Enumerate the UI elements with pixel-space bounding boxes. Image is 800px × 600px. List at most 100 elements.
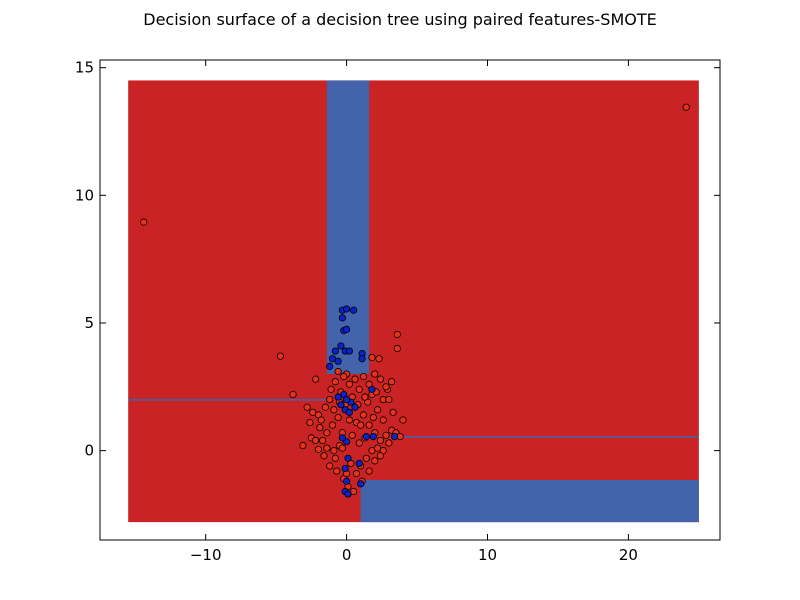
data-point-class-0 [355,439,363,447]
decision-region-class-1 [395,436,699,438]
data-point-class-0 [323,444,331,452]
data-point-class-1 [351,403,359,411]
data-point-class-0 [326,462,334,470]
data-point-class-0 [352,470,361,478]
data-point-class-0 [376,375,385,383]
chart-title: Decision surface of a decision tree usin… [143,10,657,29]
data-point-class-0 [351,375,359,383]
plot-frame [99,59,721,541]
data-point-class-0 [340,372,348,381]
data-point-class-0 [276,352,284,360]
data-point-class-0 [393,344,401,353]
data-point-class-1 [369,432,377,441]
data-point-class-1 [334,393,342,401]
data-point-class-0 [331,378,339,386]
data-point-class-0 [327,385,335,393]
data-point-class-0 [379,416,387,424]
data-point-class-0 [357,421,365,429]
data-point-class-0 [303,403,311,411]
data-point-class-1 [341,464,349,473]
data-point-class-0 [373,406,382,414]
data-point-class-0 [385,439,393,447]
y-tick-label: 15 [75,59,94,77]
x-tick-label: 0 [342,546,352,564]
data-point-class-1 [342,305,351,313]
data-point-class-0 [376,452,385,460]
x-tick-label: −10 [190,546,222,564]
data-point-class-1 [350,306,358,314]
decision-region-class-1 [326,80,370,375]
data-point-class-0 [334,367,342,376]
data-point-class-1 [344,490,352,498]
data-point-class-1 [337,401,345,409]
data-point-class-1 [355,459,363,468]
x-tick-label: 10 [478,546,497,564]
data-point-class-0 [338,444,346,452]
data-point-class-0 [355,385,363,393]
data-point-class-0 [393,330,401,339]
data-point-class-1 [368,385,376,393]
data-point-class-0 [682,103,690,111]
y-tick-label: 0 [84,442,94,460]
data-point-class-0 [348,431,356,439]
data-point-class-0 [371,457,379,465]
data-point-class-0 [399,416,407,424]
data-point-class-0 [331,454,339,462]
data-point-class-1 [331,347,339,355]
data-point-class-0 [314,445,323,453]
data-point-class-0 [388,378,396,386]
data-point-class-0 [326,395,334,404]
data-point-class-0 [389,408,397,416]
data-point-class-0 [385,395,393,404]
data-point-class-0 [376,436,385,445]
data-point-class-0 [359,411,368,419]
y-tick-label: 10 [75,186,94,204]
data-point-class-0 [320,452,328,460]
data-point-class-1 [390,432,399,441]
data-point-class-0 [321,403,330,411]
y-tick-label: 5 [84,314,94,332]
data-point-class-0 [323,429,331,437]
data-point-class-1 [342,325,351,333]
data-point-class-1 [338,314,346,322]
scatter-points [140,103,690,498]
x-tick-label: 20 [619,546,638,564]
decision-regions [128,80,699,523]
x-axis-ticks: −10 0 10 20 [190,60,638,564]
data-point-class-0 [311,436,320,445]
data-point-class-1 [338,434,346,442]
data-point-class-0 [317,416,325,424]
data-point-class-1 [337,342,345,350]
decision-region-class-1 [360,480,699,523]
data-point-class-1 [326,362,334,370]
data-point-class-0 [306,418,314,427]
data-point-class-1 [342,477,351,485]
data-point-class-0 [359,372,368,381]
data-point-class-0 [319,436,327,445]
data-point-class-1 [342,395,351,404]
data-point-class-0 [382,431,390,439]
data-point-class-0 [140,218,148,226]
data-point-class-1 [334,357,342,365]
data-point-class-0 [365,467,373,475]
data-point-class-0 [333,467,341,475]
data-point-class-0 [371,370,379,378]
data-point-class-0 [369,413,377,422]
y-axis-ticks: 0 5 10 15 [75,59,720,460]
data-point-class-0 [316,424,324,432]
decision-region-class-1 [128,399,327,401]
data-point-class-0 [289,390,297,399]
data-point-class-1 [362,432,370,441]
data-point-class-0 [382,383,390,391]
data-point-class-1 [358,355,366,363]
data-point-class-0 [334,413,342,422]
data-point-class-0 [375,355,383,363]
data-point-class-0 [362,454,370,462]
data-point-class-0 [345,380,354,388]
data-point-class-0 [311,375,320,383]
data-point-class-0 [345,416,354,424]
decision-region-class-0 [128,80,699,523]
data-point-class-0 [361,393,369,401]
data-point-class-0 [365,421,373,429]
